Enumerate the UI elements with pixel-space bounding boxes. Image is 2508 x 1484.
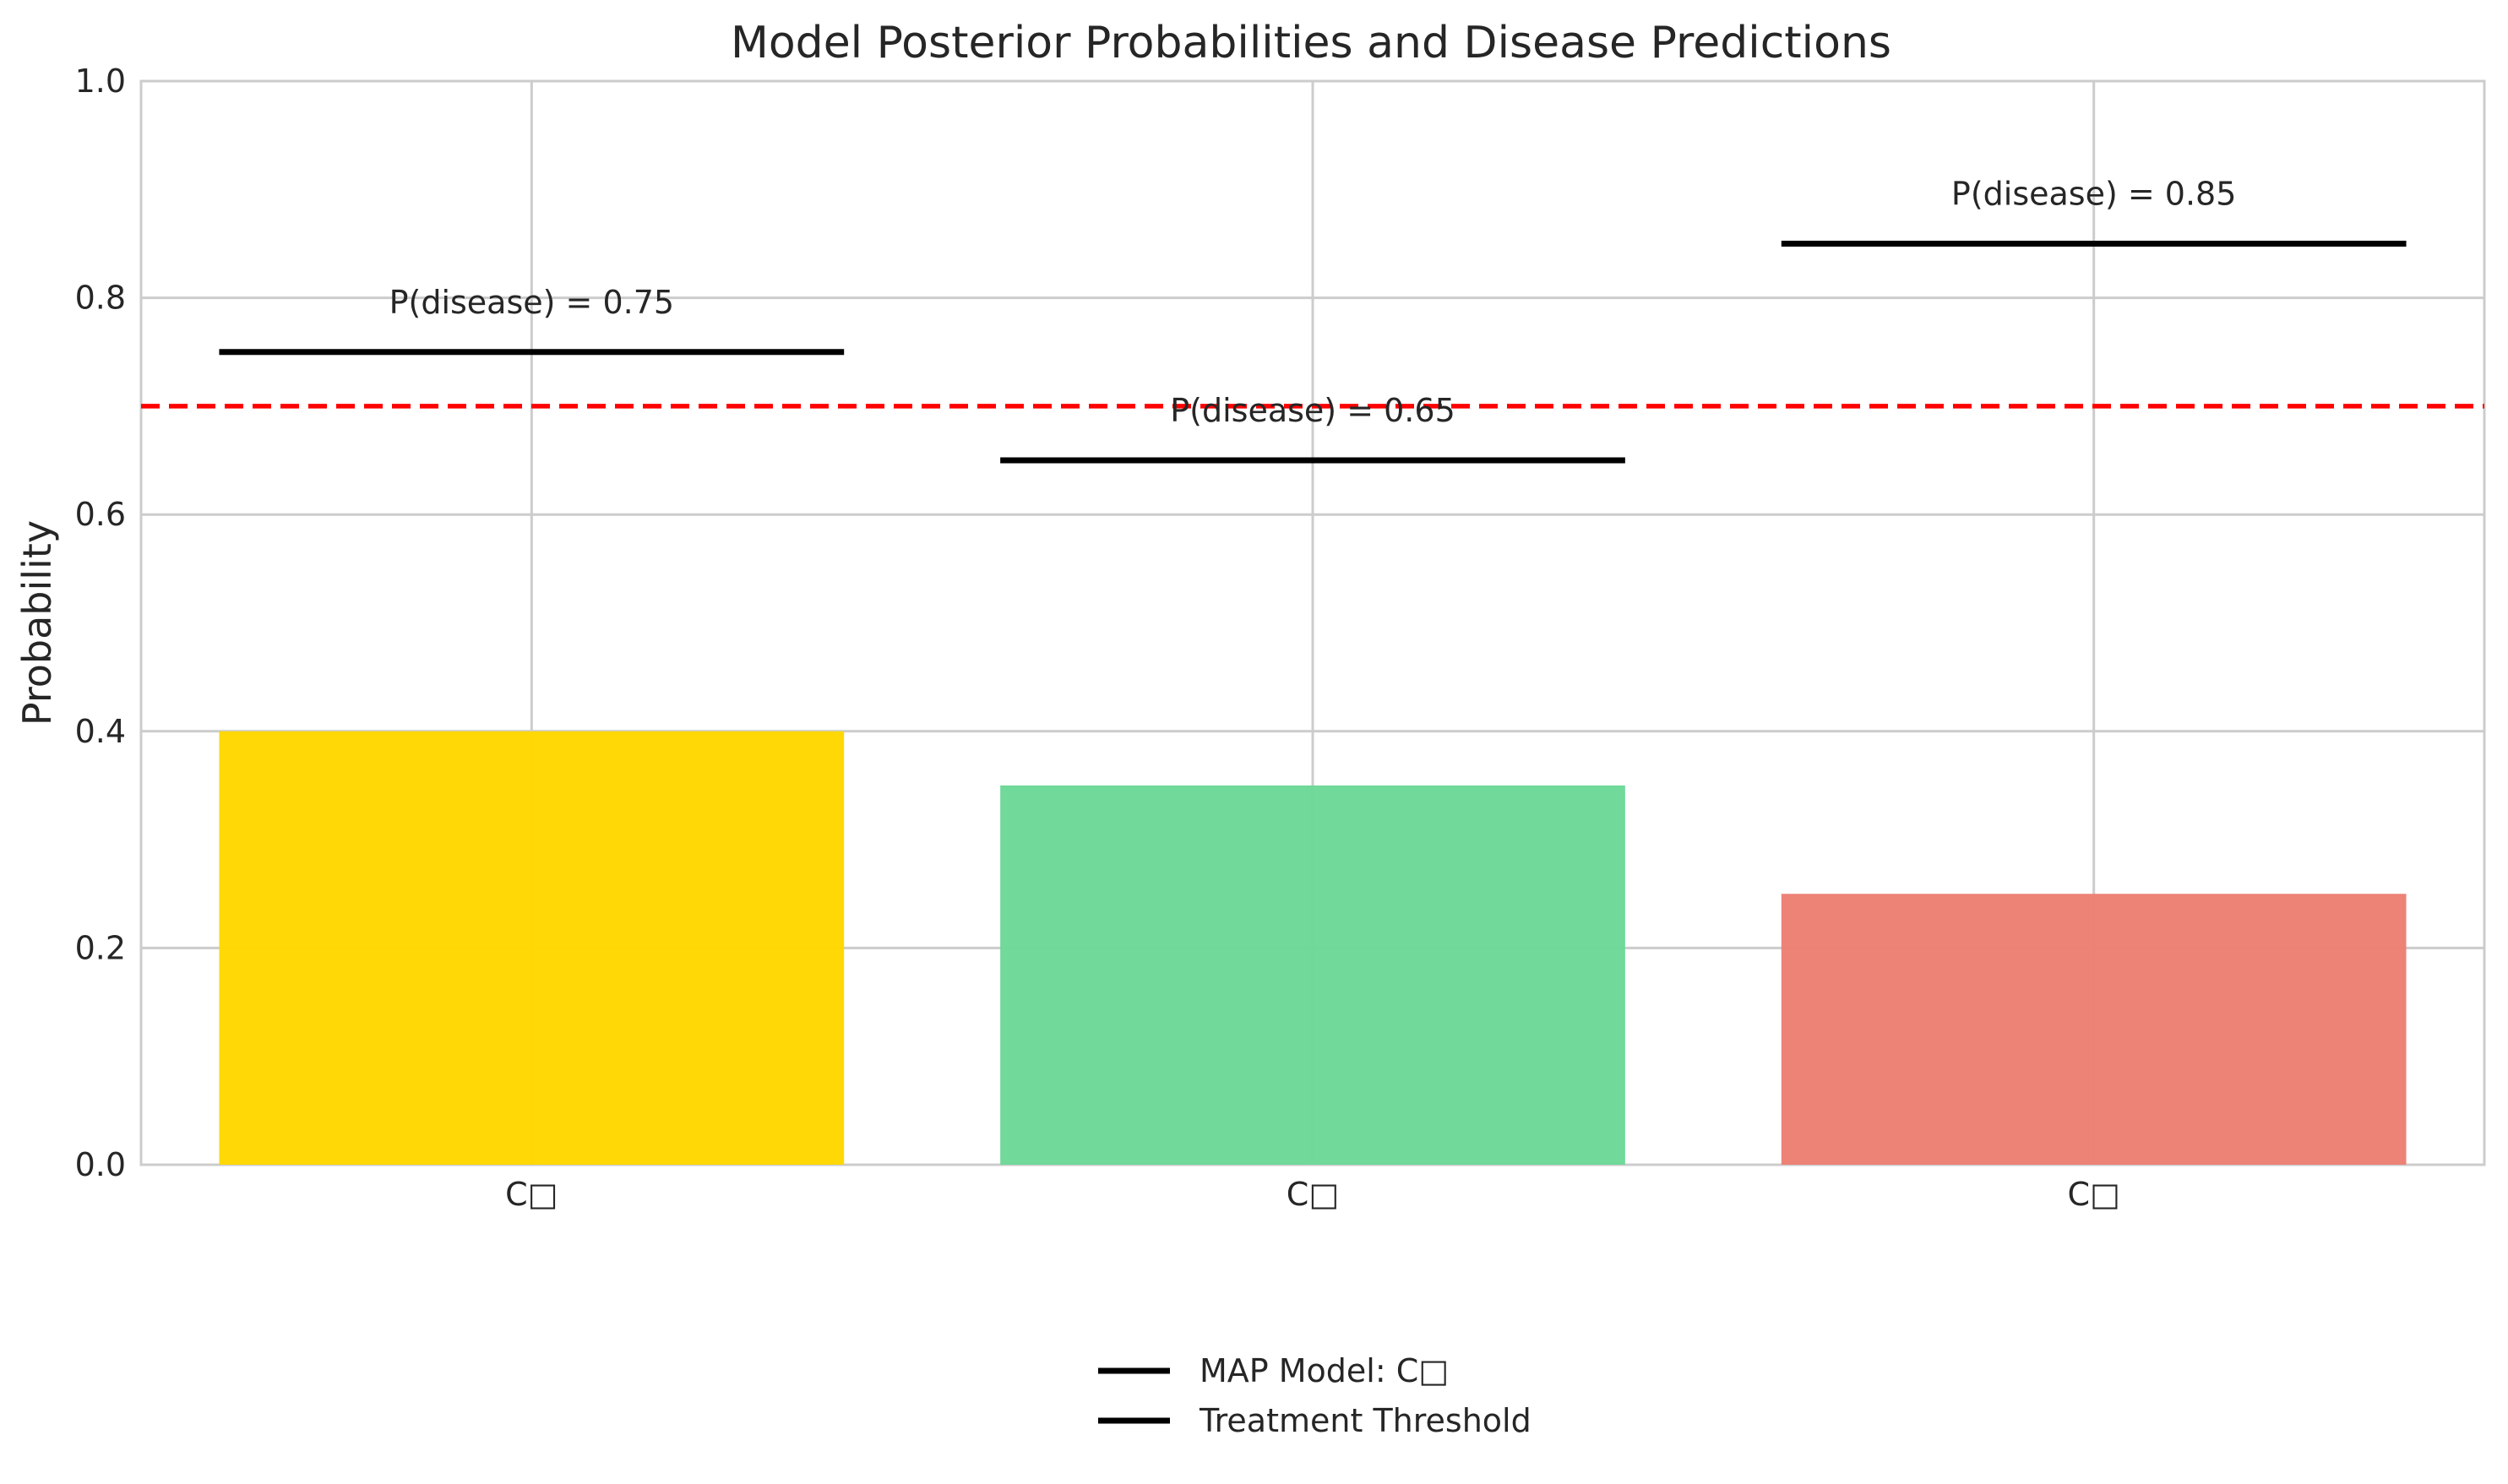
bar [1781,894,2407,1165]
y-tick-label: 0.6 [75,496,126,533]
y-tick-label: 1.0 [75,63,126,100]
x-tick-label: C□ [505,1176,558,1213]
legend-label: Treatment Threshold [1199,1402,1531,1439]
y-tick-label: 0.8 [75,280,126,317]
bar [219,731,845,1165]
x-tick-label: C□ [1287,1176,1339,1213]
overlay-layer: P(disease) = 0.75 P(disease) = 0.65 P(dise… [141,175,2484,464]
x-tick-label: C□ [2067,1176,2119,1213]
prediction-annotation: P(disease) = 0.65 [1170,392,1455,429]
bar [1000,785,1625,1165]
bar-layer [219,731,2407,1165]
legend: MAP Model: C□ Treatment Threshold [1098,1352,1531,1439]
prediction-annotation: P(disease) = 0.75 [389,284,675,321]
y-tick-label: 0.2 [75,929,126,966]
y-axis-label: Probability [14,520,60,726]
tick-layer: 0.0 0.2 0.4 0.6 0.8 1.0 C□ C□ C□ [75,63,2120,1213]
y-tick-label: 0.4 [75,713,126,750]
prediction-annotation: P(disease) = 0.85 [1951,175,2237,212]
legend-label: MAP Model: C□ [1200,1352,1449,1389]
chart-title: Model Posterior Probabilities and Diseas… [731,18,1891,68]
y-tick-label: 0.0 [75,1146,126,1183]
